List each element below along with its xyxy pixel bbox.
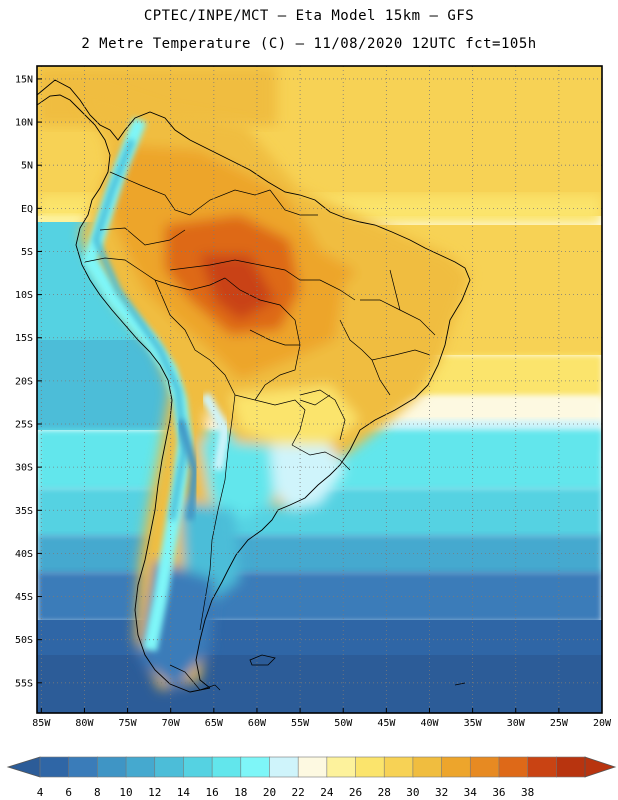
longitude-label: 65W	[205, 718, 224, 729]
colorbar-swatch	[154, 756, 185, 778]
map-frame	[36, 65, 603, 714]
colorbar-label: 34	[464, 786, 478, 799]
colorbar-label: 8	[94, 786, 101, 799]
colorbar-swatch	[498, 756, 529, 778]
colorbar-label: 26	[349, 786, 362, 799]
colorbar-label: 16	[205, 786, 218, 799]
longitude-label: 20W	[593, 718, 612, 729]
colorbar-label: 12	[148, 786, 161, 799]
colorbar-overflow-arrow	[584, 756, 617, 778]
temperature-field	[37, 66, 602, 713]
latitude-label: 10N	[15, 118, 33, 129]
longitude-label: 70W	[162, 718, 181, 729]
coastlines	[37, 79, 471, 693]
colorbar-label: 22	[292, 786, 305, 799]
latitude-label: 15S	[15, 333, 33, 344]
latitude-label: 15N	[15, 74, 33, 85]
colorbar-swatch	[326, 756, 357, 778]
colorbar-swatch	[211, 756, 242, 778]
country-borders	[84, 171, 436, 631]
longitude-label: 60W	[248, 718, 267, 729]
colorbar-swatch	[183, 756, 213, 778]
colorbar-swatch	[125, 756, 156, 778]
latitude-label: 5N	[21, 161, 33, 172]
colorbar-swatch	[297, 756, 328, 778]
latitude-label: 40S	[15, 549, 33, 560]
longitude-label: 50W	[334, 718, 353, 729]
latitude-label: 20S	[15, 376, 33, 387]
colorbar-swatch	[97, 756, 127, 778]
longitude-label: 25W	[550, 718, 569, 729]
colorbar-swatch	[240, 756, 271, 778]
longitude-label: 40W	[420, 718, 439, 729]
longitude-label: 85W	[32, 718, 51, 729]
colorbar-swatch	[412, 756, 443, 778]
latitude-label: 30S	[15, 463, 33, 474]
latitude-label: 25S	[15, 420, 33, 431]
colorbar-underflow-arrow	[6, 756, 41, 778]
colorbar-swatch	[355, 756, 385, 778]
longitude-label: 55W	[291, 718, 310, 729]
latitude-label: 45S	[15, 592, 33, 603]
colorbar-label: 14	[177, 786, 191, 799]
colorbar-swatch	[469, 756, 500, 778]
colorbar-label: 20	[263, 786, 276, 799]
colorbar-label: 10	[119, 786, 132, 799]
colorbar: 4 6 8 10 12 14 16 18 20 22 24 26 28 30 32 34 36 38	[6, 756, 617, 799]
colorbar-swatch	[269, 756, 299, 778]
longitude-label: 35W	[464, 718, 483, 729]
colorbar-swatch	[556, 756, 586, 778]
colorbar-swatch	[441, 756, 471, 778]
longitude-label: 45W	[377, 718, 396, 729]
colorbar-label: 38	[521, 786, 534, 799]
colorbar-label: 28	[378, 786, 391, 799]
latitude-label: 10S	[15, 290, 33, 301]
colorbar-swatch	[383, 756, 414, 778]
colorbar-label: 4	[37, 786, 44, 799]
colorbar-label: 6	[65, 786, 72, 799]
colorbar-label: 30	[406, 786, 419, 799]
chart-title-line2: 2 Metre Temperature (C) – 11/08/2020 12U…	[81, 36, 537, 52]
colorbar-label: 18	[234, 786, 247, 799]
longitude-label: 80W	[75, 718, 94, 729]
colorbar-swatch	[68, 756, 99, 778]
latitude-label: EQ	[21, 204, 33, 215]
latitude-label: 35S	[15, 506, 33, 517]
latitude-label: 50S	[15, 635, 33, 646]
latitude-label: 55S	[15, 678, 33, 689]
longitude-label: 75W	[119, 718, 138, 729]
longitude-label: 30W	[507, 718, 526, 729]
colorbar-label: 36	[492, 786, 505, 799]
chart-title-line1: CPTEC/INPE/MCT – Eta Model 15km – GFS	[143, 8, 475, 24]
colorbar-label: 32	[435, 786, 448, 799]
colorbar-swatch	[39, 756, 70, 778]
colorbar-label: 24	[320, 786, 334, 799]
colorbar-swatch	[527, 756, 558, 778]
latitude-label: 5S	[21, 247, 33, 258]
